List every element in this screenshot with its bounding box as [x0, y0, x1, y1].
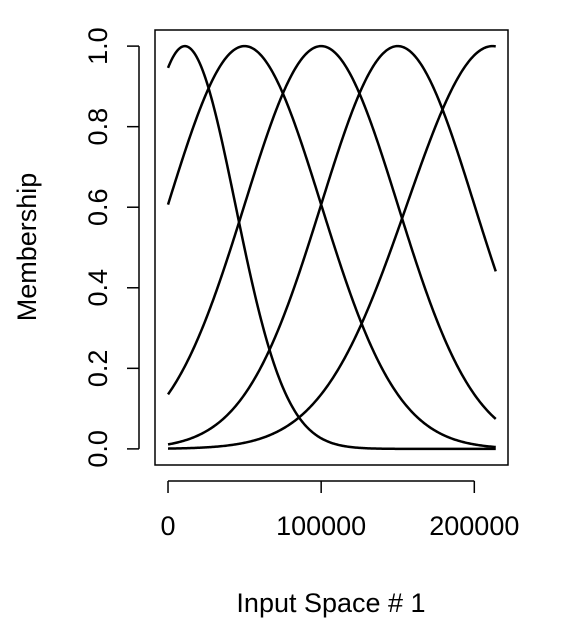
plot-frame — [154, 29, 509, 466]
membership-curve-2 — [166, 44, 496, 449]
y-tick-label: 0.8 — [83, 108, 113, 146]
y-tick-label: 0.2 — [83, 350, 113, 388]
x-tick-label: 100000 — [276, 511, 366, 541]
x-tick-label: 0 — [161, 511, 176, 541]
y-tick-label: 0.4 — [83, 269, 113, 307]
y-tick-label: 0.0 — [83, 430, 113, 468]
y-tick-label: 0.6 — [83, 188, 113, 226]
y-axis-title: Membership — [12, 173, 42, 322]
x-tick-label: 200000 — [429, 511, 519, 541]
x-axis-title: Input Space # 1 — [236, 588, 425, 618]
membership-curve-4 — [167, 44, 497, 446]
membership-curve-1 — [166, 44, 496, 451]
y-tick-label: 1.0 — [83, 27, 113, 65]
y-axis: 0.0 0.2 0.4 0.6 0.8 1.0 — [83, 27, 140, 468]
membership-curves — [166, 44, 497, 451]
membership-curve-5 — [167, 44, 496, 450]
membership-curve-3 — [166, 44, 497, 420]
x-axis: 0 100000 200000 — [161, 480, 519, 541]
